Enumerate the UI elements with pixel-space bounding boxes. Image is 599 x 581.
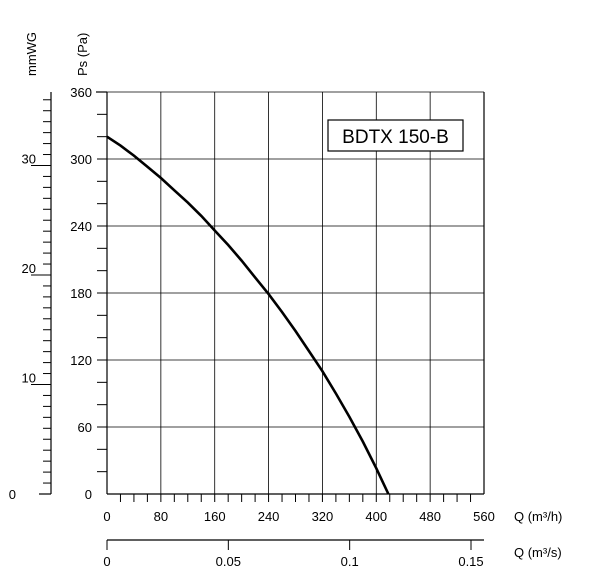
y-tick-label-5: 300 [70,152,92,167]
performance-curve [106,135,390,495]
y-axis-label-mmwg: mmWG [24,32,39,76]
x-tick-label-7: 560 [473,509,495,524]
x-tick-label-0: 0 [103,509,110,524]
model-label-box: BDTX 150-B [327,119,464,152]
x-tick-label-1: 80 [154,509,168,524]
y-tick-label-2: 120 [70,353,92,368]
y-tick-label-3: 180 [70,286,92,301]
x-tick-label-4: 320 [312,509,334,524]
x-axis-label-m3h: Q (m³/h) [514,509,562,524]
mmwg-tick-label-2: 20 [22,261,36,276]
x-tick-label-6: 480 [419,509,441,524]
y-axis-label-pa: Ps (Pa) [75,33,90,76]
model-label: BDTX 150-B [342,127,449,148]
y-tick-label-4: 240 [70,219,92,234]
x2-tick-label-2: 0.1 [341,554,359,569]
x-tick-label-3: 240 [258,509,280,524]
x2-tick-label-0: 0 [103,554,110,569]
curve-line [106,135,390,495]
mmwg-tick-label-0: 0 [9,487,16,502]
mmwg-tick-label-1: 10 [22,370,36,385]
x2-tick-label-1: 0.05 [216,554,241,569]
y-tick-label-1: 60 [78,420,92,435]
x-axis-label-m3s: Q (m³/s) [514,545,562,560]
x-tick-label-2: 160 [204,509,226,524]
x-tick-label-5: 400 [365,509,387,524]
mmwg-tick-label-3: 30 [22,151,36,166]
y-tick-label-0: 0 [85,487,92,502]
y-tick-label-6: 360 [70,85,92,100]
x2-tick-label-3: 0.15 [458,554,483,569]
grid-lines [107,91,484,494]
tick-marks [31,99,472,550]
